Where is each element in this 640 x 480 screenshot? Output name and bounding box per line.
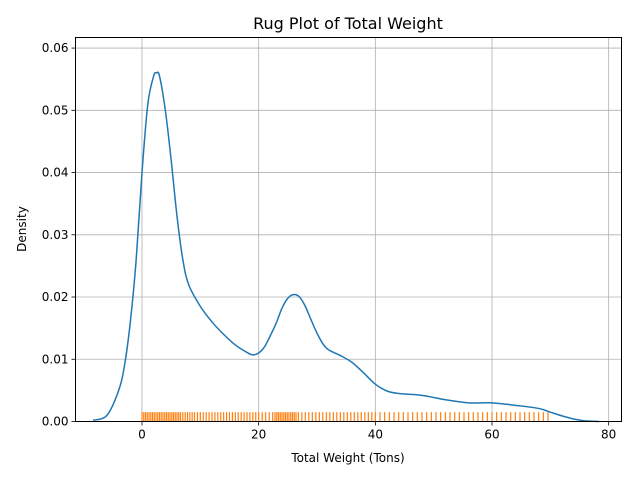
y-tick-label-1: 0.01 [42,352,69,366]
rug-series [141,412,549,422]
y-tick-label-5: 0.05 [42,103,69,117]
y-tick-label-3: 0.03 [42,228,69,242]
x-tick-label-2: 40 [368,428,383,442]
x-tick-label-4: 80 [601,428,616,442]
y-tick-label-6: 0.06 [42,41,69,55]
x-axis-ticks: 0 20 40 60 80 [138,421,616,442]
x-axis-label: Total Weight (Tons) [290,451,404,465]
y-axis-ticks: 0.00 0.01 0.02 0.03 0.04 0.05 0.06 [42,41,76,429]
kde-line [92,71,599,423]
y-tick-label-4: 0.04 [42,166,69,180]
x-tick-label-1: 20 [251,428,266,442]
y-tick-label-0: 0.00 [42,415,69,429]
y-tick-label-2: 0.02 [42,290,69,304]
plot-frame [75,37,622,422]
x-tick-label-3: 60 [484,428,499,442]
y-axis-label: Density [15,206,29,252]
chart-title: Rug Plot of Total Weight [253,14,443,33]
x-tick-label-0: 0 [138,428,146,442]
